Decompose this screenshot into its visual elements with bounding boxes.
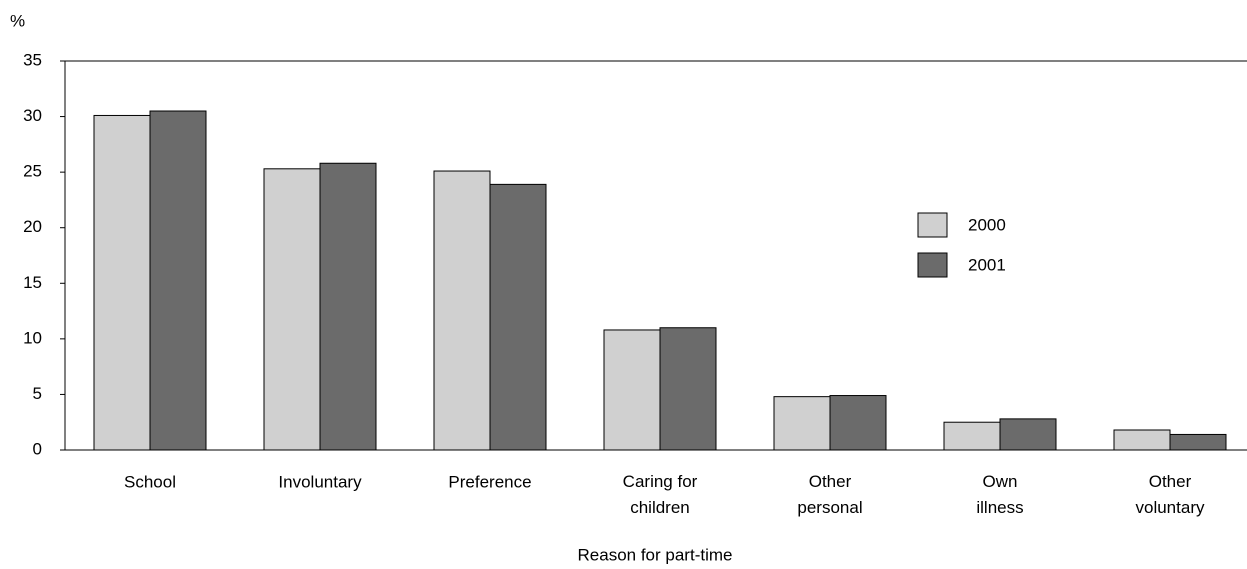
x-tick-label: School (124, 472, 176, 491)
y-tick-label: 25 (23, 162, 42, 181)
bar (773, 396, 831, 451)
bar (1113, 429, 1171, 451)
legend-swatch (917, 212, 948, 238)
y-tick-label: 20 (23, 217, 42, 236)
y-tick-label: 30 (23, 106, 42, 125)
bar (1169, 433, 1227, 451)
bar (433, 170, 491, 451)
bar (659, 327, 717, 451)
x-axis-label: Reason for part-time (578, 545, 733, 564)
y-tick-label: 15 (23, 273, 42, 292)
legend-swatch (917, 252, 948, 278)
legend-label: 2000 (968, 215, 1006, 234)
y-tick-label: 10 (23, 328, 42, 347)
x-tick-label: Other personal (797, 472, 862, 517)
bar (489, 183, 547, 451)
y-axis-label: % (10, 11, 25, 30)
x-tick-label: Own illness (976, 472, 1023, 517)
y-tick-label: 35 (23, 50, 42, 69)
bar (999, 418, 1057, 451)
bar (93, 114, 151, 451)
y-tick-label: 5 (33, 384, 42, 403)
legend-label: 2001 (968, 255, 1006, 274)
bar (149, 110, 207, 451)
x-tick-label: Preference (448, 472, 531, 491)
x-tick-label: Involuntary (278, 472, 362, 491)
y-tick-label: 0 (33, 439, 42, 458)
bar (603, 329, 661, 451)
bar (319, 162, 377, 451)
bar (263, 168, 321, 451)
bar (943, 421, 1001, 451)
x-tick-label: Other voluntary (1136, 472, 1205, 517)
x-tick-label: Caring for children (623, 472, 698, 517)
bar (829, 395, 887, 451)
